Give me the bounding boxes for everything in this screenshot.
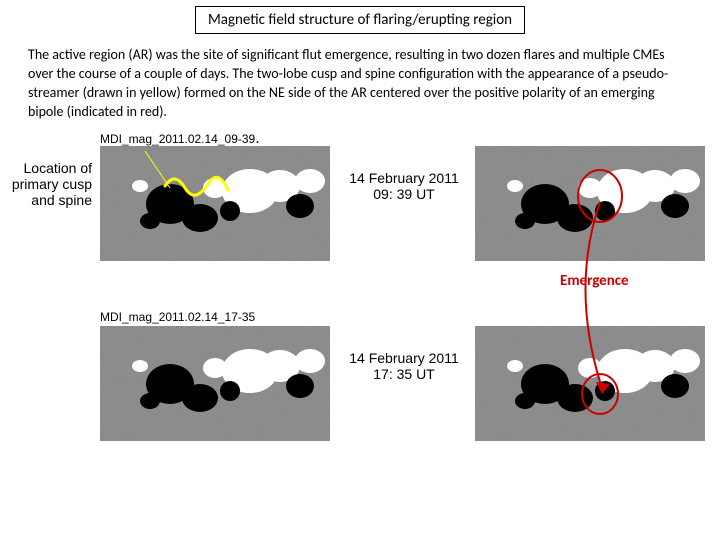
dark-blob	[286, 194, 314, 218]
dark-blob	[286, 374, 314, 398]
file-label-top-text: MDI_mag_2011.02.14_09-39	[100, 132, 255, 146]
dark-blob	[515, 393, 535, 409]
dark-blob	[515, 213, 535, 229]
dark-blob	[182, 384, 218, 412]
dark-blob	[661, 194, 689, 218]
figure-area: MDI_mag_2011.02.14_09-39. Location of pr…	[0, 130, 720, 490]
magnetogram-top-right	[475, 146, 705, 261]
light-blob	[295, 169, 325, 193]
page-title-box: Magnetic field structure of flaring/erup…	[195, 6, 525, 34]
light-blob	[507, 360, 523, 372]
dark-blob	[182, 204, 218, 232]
location-label: Location of primary cusp and spine	[0, 160, 92, 208]
file-label-top-suffix: .	[255, 130, 259, 147]
page-title: Magnetic field structure of flaring/erup…	[208, 11, 512, 29]
dark-blob	[140, 213, 160, 229]
timestamp-top-time: 09: 39 UT	[334, 186, 474, 202]
magnetogram-top-left	[100, 146, 330, 261]
timestamp-top: 14 February 2011 09: 39 UT	[334, 170, 474, 202]
file-label-bottom: MDI_mag_2011.02.14_17-35	[100, 310, 255, 324]
light-blob	[670, 349, 700, 373]
light-blob	[132, 180, 148, 192]
dark-blob	[595, 381, 615, 401]
dark-blob	[140, 393, 160, 409]
light-blob	[507, 180, 523, 192]
magnetogram-svg-br	[475, 326, 705, 441]
timestamp-bottom-date: 14 February 2011	[334, 350, 474, 366]
light-blob	[203, 358, 227, 378]
light-blob	[670, 169, 700, 193]
magnetogram-svg-tl	[100, 146, 330, 261]
light-blob	[132, 360, 148, 372]
timestamp-top-date: 14 February 2011	[334, 170, 474, 186]
magnetogram-bottom-left	[100, 326, 330, 441]
description-paragraph: The active region (AR) was the site of s…	[0, 46, 720, 122]
light-blob	[295, 349, 325, 373]
timestamp-bottom-time: 17: 35 UT	[334, 366, 474, 382]
magnetogram-bottom-right	[475, 326, 705, 441]
timestamp-bottom: 14 February 2011 17: 35 UT	[334, 350, 474, 382]
emergence-label: Emergence	[560, 272, 629, 290]
dark-blob	[661, 374, 689, 398]
magnetogram-svg-bl	[100, 326, 330, 441]
magnetogram-svg-tr	[475, 146, 705, 261]
dark-blob	[220, 201, 240, 221]
dark-blob	[220, 381, 240, 401]
